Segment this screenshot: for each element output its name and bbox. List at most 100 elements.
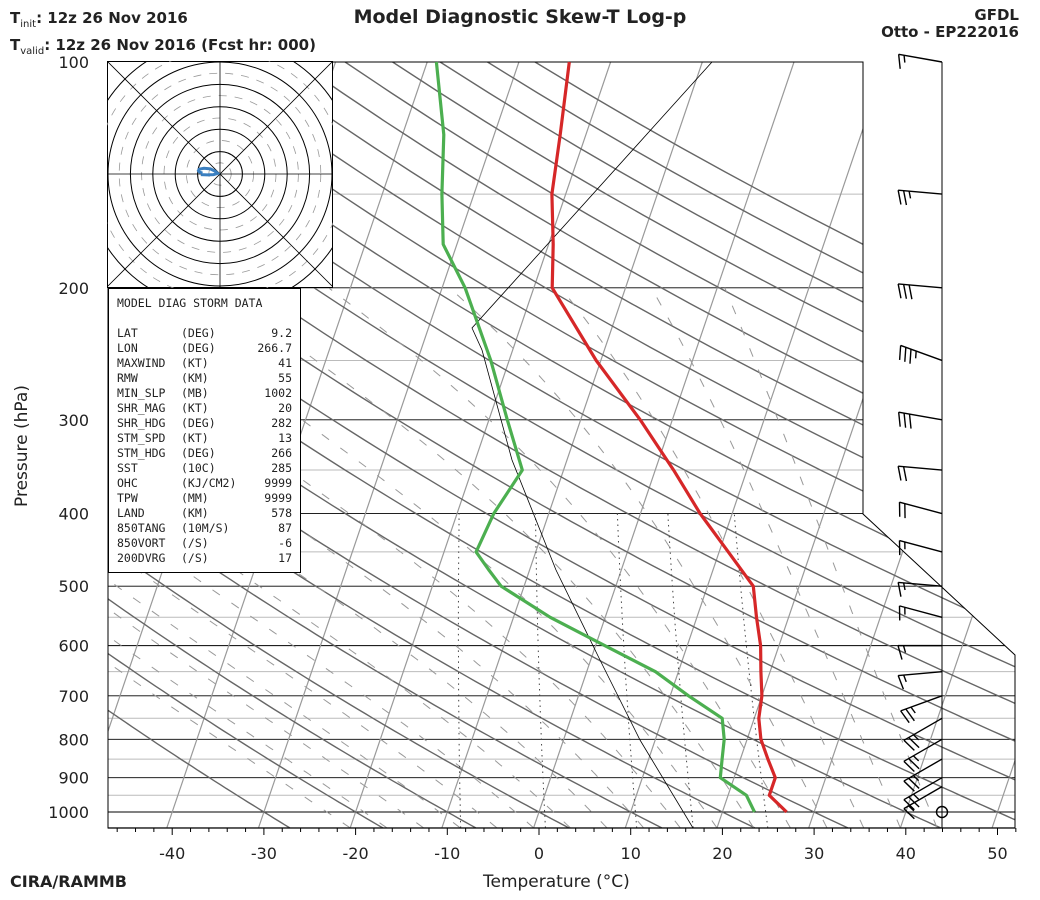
storm-data-unit: (DEG): [181, 446, 216, 460]
storm-data-unit: (KT): [181, 431, 209, 445]
storm-data-row: LON (DEG) 266.7: [117, 341, 292, 356]
storm-data-key: MAXWIND: [117, 356, 166, 370]
wind-barb: [898, 501, 943, 519]
storm-data-key: 850VORT: [117, 536, 166, 550]
storm-data-title: MODEL DIAG STORM DATA: [117, 296, 263, 310]
y-axis-label: Pressure (hPa): [12, 385, 32, 507]
calm-wind-circle: [935, 805, 949, 819]
wind-barb: [897, 189, 943, 206]
dry-adiabat: [202, 62, 1015, 828]
storm-data-key: 850TANG: [117, 521, 166, 535]
hodograph: [107, 61, 333, 288]
init-time: Tinit: 12z 26 Nov 2016: [10, 9, 188, 30]
wind-barb: [903, 786, 943, 820]
dry-adiabat: [108, 62, 1015, 828]
storm-data-unit: (DEG): [181, 326, 216, 340]
wind-barb: [900, 695, 943, 724]
dry-adiabat: [108, 62, 1015, 828]
storm-data-row: OHC (KJ/CM2) 9999: [117, 476, 292, 491]
wind-barb: [897, 411, 943, 429]
y-tick-label: 900: [58, 769, 89, 788]
mixing-ratio-line: [616, 513, 638, 828]
storm-data-row: STM_SPD (KT) 13: [117, 431, 292, 446]
dry-adiabat: [108, 62, 849, 828]
storm-data-value: 9.2: [271, 326, 292, 340]
storm-data-value: 285: [271, 461, 292, 475]
storm-data-unit: (MB): [181, 386, 209, 400]
storm-data-value: 578: [271, 506, 292, 520]
storm-data-row: LAND (KM) 578: [117, 506, 292, 521]
wind-barb: [897, 644, 942, 660]
y-tick-label: 500: [58, 577, 89, 596]
chart-title: Model Diagnostic Skew-T Log-p: [353, 6, 687, 28]
storm-data-row: TPW (MM) 9999: [117, 491, 292, 506]
dry-adiabat: [108, 62, 1015, 828]
dry-adiabat: [108, 62, 291, 828]
y-tick-label: 300: [58, 411, 89, 430]
moist-adiabat: [650, 287, 901, 828]
moist-adiabat: [108, 287, 534, 828]
storm-data-key: RMW: [117, 371, 138, 385]
storm-data-value: -6: [278, 536, 292, 550]
x-tick-label: 30: [804, 844, 824, 863]
storm-data-key: TPW: [117, 491, 138, 505]
dry-adiabat: [297, 62, 1015, 828]
storm-data-unit: (/S): [181, 551, 209, 565]
wind-barb: [903, 758, 943, 792]
storm-data-value: 9999: [264, 476, 292, 490]
moist-adiabat: [108, 287, 388, 828]
storm-data-row: SST (10C) 285: [117, 461, 292, 476]
parcel-trace: [471, 62, 713, 828]
storm-data-row: SHR_MAG (KT) 20: [117, 401, 292, 416]
isotherm: [349, 62, 612, 828]
y-tick-label: 700: [58, 687, 89, 706]
dry-adiabat: [108, 62, 384, 828]
x-tick-label: -20: [343, 844, 369, 863]
isotherm: [257, 62, 520, 828]
storm-data-value: 13: [278, 431, 292, 445]
dry-adiabat: [108, 62, 477, 828]
dry-adiabat: [108, 62, 663, 828]
moist-adiabat: [448, 287, 828, 828]
y-tick-label: 100: [58, 53, 89, 72]
storm-data-value: 282: [271, 416, 292, 430]
y-tick-label: 1000: [48, 803, 89, 822]
storm-data-key: LON: [117, 341, 138, 355]
storm-data-value: 9999: [264, 491, 292, 505]
hodograph-trace: [196, 166, 221, 177]
wind-barb: [898, 605, 943, 621]
wind-barb: [903, 738, 943, 772]
storm-data-unit: (10M/S): [181, 521, 230, 535]
x-tick-label: 40: [896, 844, 916, 863]
moist-adiabat: [560, 287, 865, 828]
storm-data-key: LAT: [117, 326, 138, 340]
storm-data-unit: (DEG): [181, 341, 216, 355]
storm-data-key: SHR_MAG: [117, 401, 166, 415]
storm-data-unit: (DEG): [181, 416, 216, 430]
org-credit: CIRA/RAMMB: [10, 872, 127, 891]
dry-adiabat: [108, 62, 756, 828]
dry-adiabat: [108, 62, 570, 828]
y-tick-label: 200: [58, 279, 89, 298]
moist-adiabat: [121, 287, 718, 828]
storm-data-unit: (/S): [181, 536, 209, 550]
storm-data-key: SST: [117, 461, 138, 475]
x-tick-label: 50: [987, 844, 1007, 863]
x-tick-label: 10: [621, 844, 641, 863]
x-tick-label: 20: [712, 844, 732, 863]
storm-data-value: 266: [271, 446, 292, 460]
moist-adiabat: [108, 287, 644, 828]
storm-data-unit: (10C): [181, 461, 216, 475]
storm-data-value: 17: [278, 551, 292, 565]
storm-data-row: 850VORT (/S) -6: [117, 536, 292, 551]
dry-adiabat: [154, 62, 1015, 828]
time-header: Tinit: 12z 26 Nov 2016 Tvalid: 12z 26 No…: [10, 8, 316, 62]
mixing-ratio-line: [457, 513, 462, 828]
dry-adiabat: [534, 62, 1015, 828]
moist-adiabat: [108, 287, 608, 828]
storm-data-value: 20: [278, 401, 292, 415]
storm-data-value: 55: [278, 371, 292, 385]
storm-data-row: 200DVRG (/S) 17: [117, 551, 292, 566]
storm-data-key: 200DVRG: [117, 551, 166, 565]
storm-data-unit: (KT): [181, 356, 209, 370]
